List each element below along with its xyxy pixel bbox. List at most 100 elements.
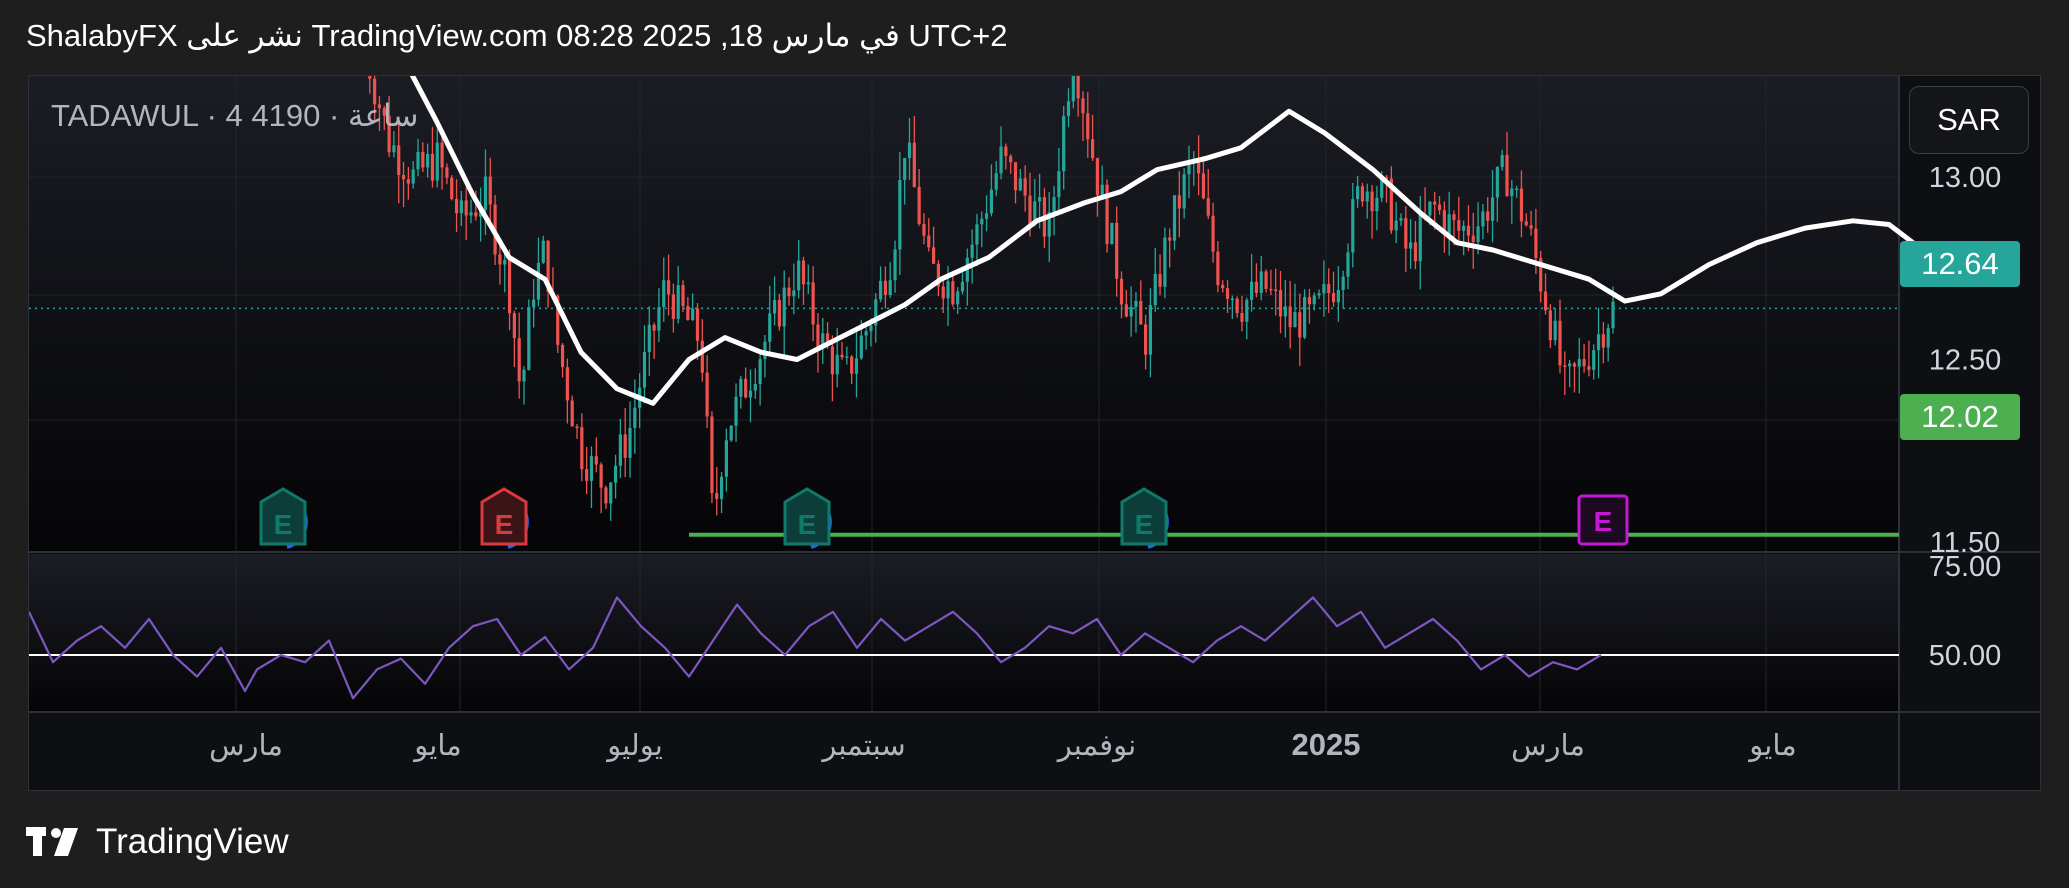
candle-body [445, 167, 449, 178]
currency-button[interactable]: SAR [1909, 86, 2029, 154]
candle-body [1283, 306, 1287, 317]
candle-body [787, 287, 791, 297]
candle-body [724, 440, 728, 477]
candle-body [426, 153, 430, 168]
candle-body [1245, 299, 1249, 322]
time-axis-label: مايو [412, 730, 461, 763]
candle-body [546, 240, 550, 292]
candle-body [715, 493, 719, 499]
candle-body [883, 280, 888, 296]
candle-body [1124, 304, 1128, 317]
candle-body [1500, 154, 1504, 168]
candle-body [618, 434, 622, 466]
candle-body [459, 200, 463, 214]
candle-body [512, 313, 516, 339]
candle-body [835, 354, 839, 375]
candle-body [695, 308, 700, 341]
candle-body [705, 372, 709, 417]
candle-body [1134, 300, 1138, 307]
rsi-tick-label: 75.00 [1929, 551, 2002, 583]
candle-body [1182, 174, 1186, 209]
candle-body [1211, 215, 1215, 252]
candle-body [931, 247, 936, 264]
candle-body [1100, 184, 1104, 195]
candle-body [1558, 320, 1562, 366]
price-tick-label: 11.50 [1930, 527, 2000, 559]
candle-body [1057, 171, 1061, 198]
candle-body [609, 482, 613, 504]
candle-body [1356, 186, 1360, 200]
candle-body [1163, 237, 1167, 287]
candle-body [874, 299, 878, 326]
candle-body [1090, 139, 1095, 159]
candle-body [450, 177, 454, 200]
candle-body [1539, 258, 1543, 292]
candle-body [994, 173, 998, 190]
candle-body [748, 390, 753, 398]
candle-body [1510, 188, 1514, 197]
candle-body [507, 259, 512, 314]
candle-body [951, 281, 955, 305]
time-axis-label: سبتمبر [820, 730, 905, 763]
earnings-marker: E [1577, 494, 1629, 546]
time-axis-label: مارس [1511, 730, 1585, 763]
price-tick-label: 12.50 [1929, 345, 2002, 377]
candle-body [1206, 198, 1210, 216]
candle-body [768, 313, 772, 342]
earnings-label: E [495, 509, 514, 540]
candle-body [1582, 359, 1586, 367]
candle-body [1505, 154, 1509, 197]
tradingview-logo-icon [26, 827, 78, 856]
candles [368, 76, 1615, 521]
candle-body [922, 224, 926, 236]
candle-body [1148, 305, 1153, 355]
candle-body [1004, 146, 1008, 157]
candle-body [845, 356, 849, 359]
candle-body [623, 434, 627, 458]
candle-body [1476, 226, 1480, 242]
candle-body [416, 151, 420, 170]
candle-body [859, 335, 863, 359]
candle-body [912, 142, 916, 187]
time-axis-label: مارس [209, 730, 283, 763]
candle-body [1013, 162, 1018, 191]
candle-body [464, 200, 468, 216]
candle-body [483, 176, 488, 210]
candle-body [1071, 76, 1075, 102]
candle-body [907, 142, 912, 159]
candle-body [633, 407, 637, 428]
candle-body [729, 425, 733, 441]
candle-body [1062, 116, 1066, 172]
candle-body [854, 358, 859, 374]
candle-body [488, 176, 492, 205]
candle-body [1095, 158, 1100, 195]
candle-body [1197, 159, 1201, 174]
candle-body [613, 465, 618, 483]
candle-body [1129, 306, 1133, 317]
candle-body [1018, 178, 1022, 191]
candle-body [580, 427, 584, 470]
candle-body [816, 324, 820, 349]
candle-body [825, 333, 830, 347]
candle-body [758, 359, 762, 385]
chart-area[interactable]: E E E E E 13.00 12.50 11.50 75.00 50.00 مارس مايو يو… [28, 75, 2041, 791]
candle-body [1515, 188, 1519, 191]
candle-body [811, 282, 815, 325]
candle-body [373, 78, 377, 105]
last-price-badge: 12.64 [1900, 241, 2020, 287]
candle-body [1307, 297, 1312, 305]
candle-body [1481, 211, 1485, 227]
publication-header: ShalabyFX نشر على TradingView.com في مار… [26, 18, 1008, 53]
time-axis-label: نوفمبر [1056, 730, 1136, 763]
candle-body [1433, 201, 1437, 205]
candle-body [903, 158, 907, 180]
candle-body [1037, 197, 1042, 202]
candle-body [1278, 290, 1283, 317]
candle-body [975, 224, 979, 245]
footer-brand[interactable]: TradingView [26, 820, 289, 864]
candle-body [936, 263, 941, 287]
candle-body [377, 104, 382, 109]
candle-body [671, 294, 675, 319]
candle-body [744, 378, 748, 398]
